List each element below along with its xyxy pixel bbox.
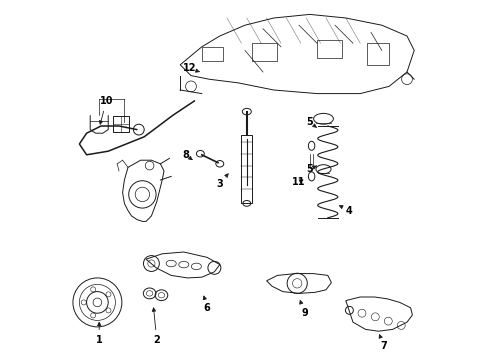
- Text: 6: 6: [203, 296, 211, 313]
- Text: 12: 12: [182, 63, 199, 73]
- Text: 9: 9: [300, 301, 308, 318]
- Text: 11: 11: [292, 177, 306, 187]
- Text: 4: 4: [340, 206, 353, 216]
- Bar: [252, 43, 277, 61]
- Text: 10: 10: [99, 96, 113, 124]
- Bar: [317, 40, 342, 58]
- Text: 2: 2: [152, 308, 160, 345]
- Text: 8: 8: [182, 150, 192, 160]
- Text: 1: 1: [96, 322, 102, 345]
- Text: 7: 7: [379, 335, 387, 351]
- Bar: [242, 135, 252, 203]
- Text: 3: 3: [217, 174, 228, 189]
- Text: 5: 5: [306, 164, 316, 174]
- Bar: [113, 116, 129, 132]
- Bar: [202, 47, 223, 61]
- Text: 5: 5: [306, 117, 317, 127]
- Bar: [368, 43, 389, 65]
